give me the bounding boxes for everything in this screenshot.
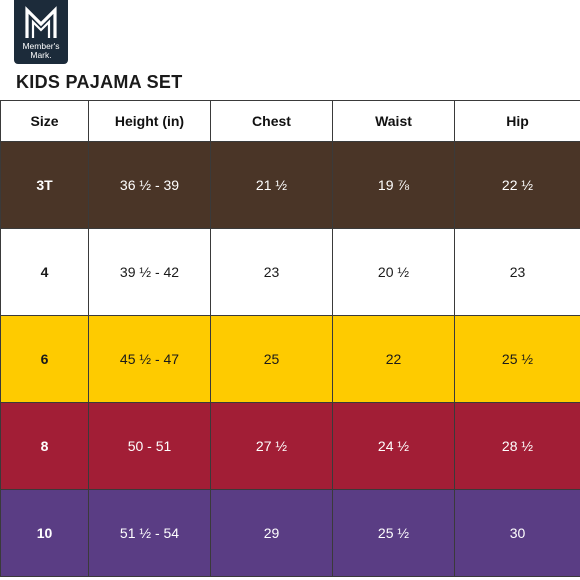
cell-height: 39 ½ - 42	[88, 228, 211, 316]
cell-height: 50 - 51	[88, 402, 211, 490]
cell-hip: 22 ½	[454, 141, 580, 229]
header-waist: Waist	[332, 100, 455, 142]
cell-waist: 19 ⅞	[332, 141, 455, 229]
header-size: Size	[0, 100, 89, 142]
cell-size: 3T	[0, 141, 89, 229]
cell-hip: 28 ½	[454, 402, 580, 490]
table-row: 6 45 ½ - 47 25 22 25 ½	[0, 315, 580, 403]
cell-height: 51 ½ - 54	[88, 489, 211, 577]
cell-chest: 23	[210, 228, 333, 316]
cell-waist: 22	[332, 315, 455, 403]
table-row: 3T 36 ½ - 39 21 ½ 19 ⅞ 22 ½	[0, 141, 580, 229]
header-chest: Chest	[210, 100, 333, 142]
header-hip: Hip	[454, 100, 580, 142]
page-title: KIDS PAJAMA SET	[16, 72, 183, 92]
cell-size: 10	[0, 489, 89, 577]
cell-waist: 24 ½	[332, 402, 455, 490]
cell-chest: 27 ½	[210, 402, 333, 490]
table-row: 4 39 ½ - 42 23 20 ½ 23	[0, 228, 580, 316]
cell-size: 8	[0, 402, 89, 490]
cell-hip: 23	[454, 228, 580, 316]
table-header-row: Size Height (in) Chest Waist Hip	[0, 100, 580, 142]
logo-text-line2: Mark.	[30, 50, 52, 60]
brand-logo: Member's Mark.	[14, 0, 68, 64]
cell-chest: 29	[210, 489, 333, 577]
cell-size: 6	[0, 315, 89, 403]
logo-text-line1: Member's	[22, 41, 60, 51]
cell-waist: 25 ½	[332, 489, 455, 577]
cell-hip: 25 ½	[454, 315, 580, 403]
logo-text: Member's Mark.	[14, 42, 68, 60]
logo-m-mark-icon	[25, 6, 57, 38]
header-height: Height (in)	[88, 100, 211, 142]
cell-chest: 21 ½	[210, 141, 333, 229]
table-row: 8 50 - 51 27 ½ 24 ½ 28 ½	[0, 402, 580, 490]
cell-chest: 25	[210, 315, 333, 403]
table-row: 10 51 ½ - 54 29 25 ½ 30	[0, 489, 580, 577]
size-chart-table: Size Height (in) Chest Waist Hip 3T 36 ½…	[0, 100, 580, 577]
cell-waist: 20 ½	[332, 228, 455, 316]
cell-size: 4	[0, 228, 89, 316]
cell-hip: 30	[454, 489, 580, 577]
cell-height: 45 ½ - 47	[88, 315, 211, 403]
cell-height: 36 ½ - 39	[88, 141, 211, 229]
